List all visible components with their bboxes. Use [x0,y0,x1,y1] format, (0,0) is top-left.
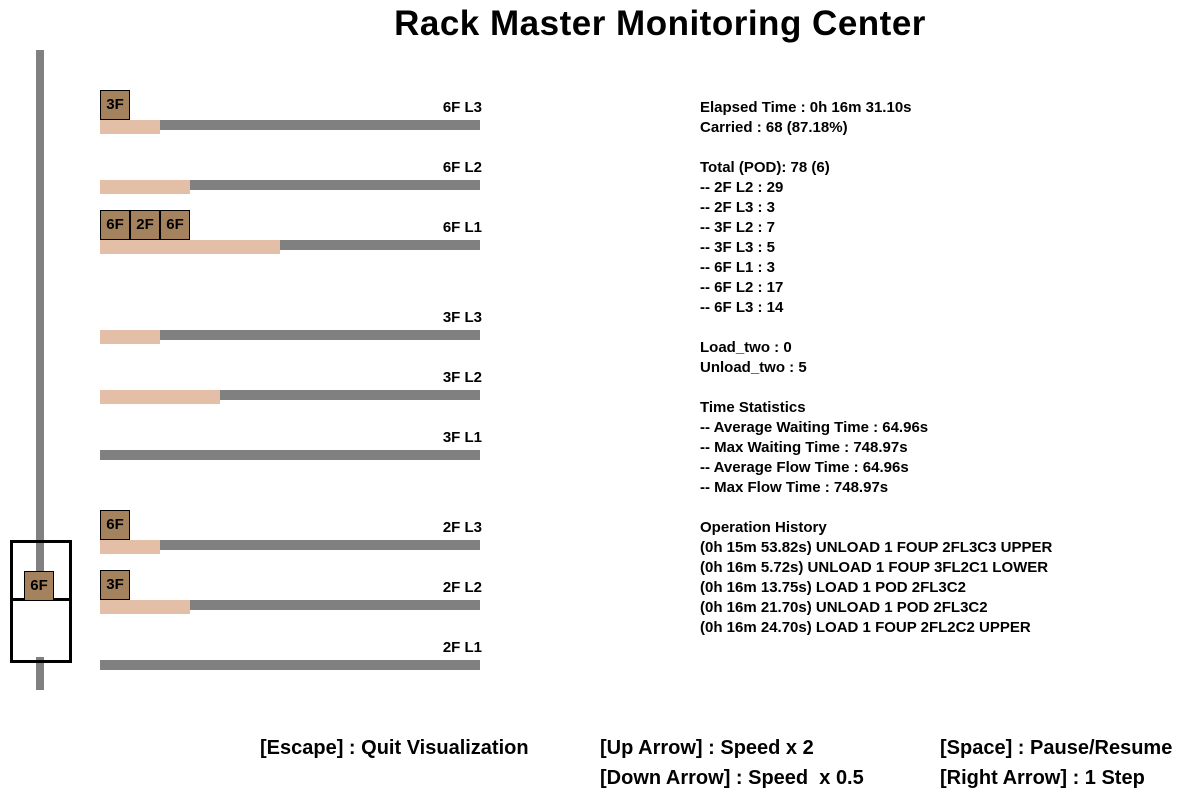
history-entry: (0h 16m 13.75s) LOAD 1 POD 2FL3C2 [700,579,966,596]
load-two: Load_two : 0 [700,339,792,356]
key-escape-help: [Escape] : Quit Visualization [260,737,529,759]
lane-track [100,120,480,130]
lane-label: 6F L1 [442,219,482,236]
unload-two: Unload_two : 5 [700,359,807,376]
elevator-lower-slot [13,601,69,657]
elapsed-time: Elapsed Time : 0h 16m 31.10s [700,99,912,116]
stats-panel: Elapsed Time : 0h 16m 31.10s Carried : 6… [700,98,1052,638]
pod-box: 6F [100,510,130,540]
breakdown-line: -- 2F L2 : 29 [700,179,784,196]
history-entry: (0h 15m 53.82s) UNLOAD 1 FOUP 2FL3C3 UPP… [700,539,1053,556]
elevator-pod-label: 6F [30,577,48,594]
breakdown-line: -- 6F L3 : 14 [700,299,784,316]
lane-occupancy-fill [100,120,160,134]
key-space-help: [Space] : Pause/Resume [940,737,1173,759]
lane-track [100,600,480,610]
lane-track [100,240,480,250]
pod-label: 3F [106,576,124,593]
operation-history-header: Operation History [700,519,827,536]
key-right-help: [Right Arrow] : 1 Step [940,767,1145,789]
lane-label: 3F L2 [442,369,482,386]
pod-box: 6F [160,210,190,240]
lane-label: 2F L2 [442,579,482,596]
pod-label: 6F [106,216,124,233]
elevator-pod: 6F [24,571,54,601]
lane-label: 6F L2 [442,159,482,176]
lane-label: 2F L3 [442,519,482,536]
elevator-rail [36,50,44,690]
time-line: -- Average Flow Time : 64.96s [700,459,909,476]
elevator-car [10,540,72,663]
time-line: -- Max Waiting Time : 748.97s [700,439,908,456]
history-entry: (0h 16m 5.72s) UNLOAD 1 FOUP 3FL2C1 LOWE… [700,559,1049,576]
history-entry: (0h 16m 21.70s) UNLOAD 1 POD 2FL3C2 [700,599,988,616]
total-pod: Total (POD): 78 (6) [700,159,830,176]
pod-box: 3F [100,90,130,120]
page-title: Rack Master Monitoring Center [394,4,926,43]
breakdown-line: -- 6F L1 : 3 [700,259,776,276]
history-entry: (0h 16m 24.70s) LOAD 1 FOUP 2FL2C2 UPPER [700,619,1031,636]
lane-occupancy-fill [100,240,280,254]
lane-occupancy-fill [100,390,220,404]
lane-track [100,450,480,460]
pod-box: 6F [100,210,130,240]
lane-occupancy-fill [100,180,190,194]
lane-track [100,390,480,400]
pod-label: 6F [106,516,124,533]
lane-label: 6F L3 [442,99,482,116]
pod-box: 3F [100,570,130,600]
breakdown-line: -- 3F L3 : 5 [700,239,776,256]
time-line: -- Max Flow Time : 748.97s [700,479,889,496]
lane-occupancy-fill [100,540,160,554]
pod-label: 6F [166,216,184,233]
lane-label: 3F L3 [442,309,482,326]
lane-track [100,180,480,190]
pod-label: 2F [136,216,154,233]
breakdown-line: -- 6F L2 : 17 [700,279,784,296]
breakdown-line: -- 2F L3 : 3 [700,199,776,216]
lane-track [100,540,480,550]
key-up-help: [Up Arrow] : Speed x 2 [600,737,814,759]
lane-label: 2F L1 [442,639,482,656]
lane-track [100,660,480,670]
lane-occupancy-fill [100,330,160,344]
breakdown-line: -- 3F L2 : 7 [700,219,776,236]
key-down-help: [Down Arrow] : Speed x 0.5 [600,767,864,789]
lane-occupancy-fill [100,600,190,614]
time-line: -- Average Waiting Time : 64.96s [700,419,929,436]
pod-box: 2F [130,210,160,240]
time-statistics-header: Time Statistics [700,399,806,416]
carried-count: Carried : 68 (87.18%) [700,119,848,136]
pod-label: 3F [106,96,124,113]
lane-label: 3F L1 [442,429,482,446]
lane-track [100,330,480,340]
